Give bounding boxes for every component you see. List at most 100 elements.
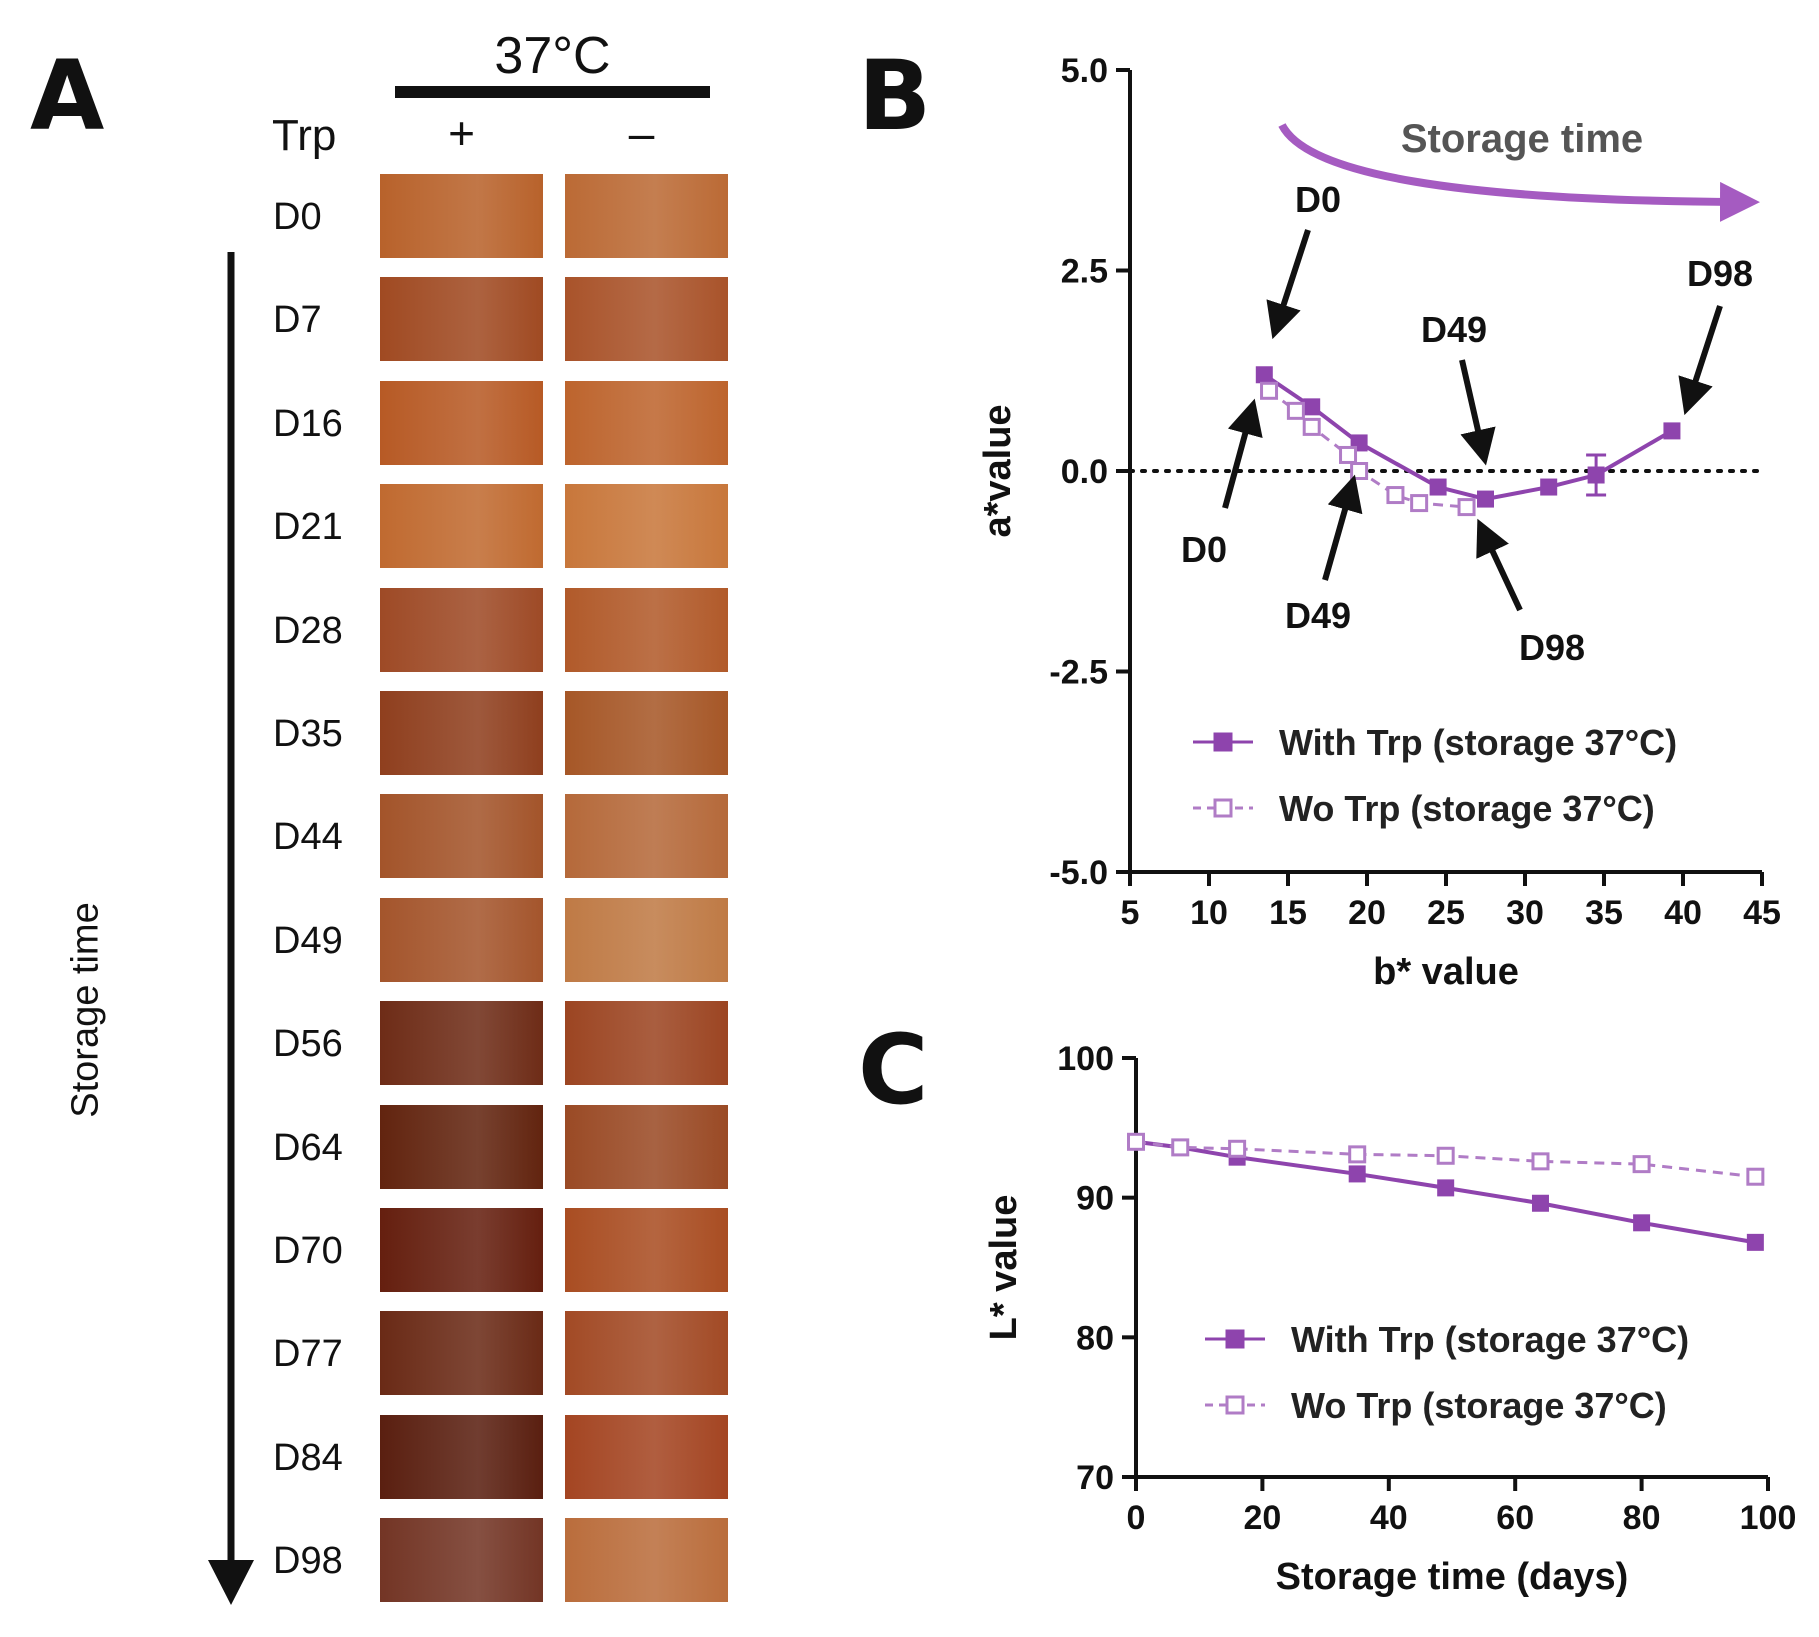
day-label-d28: D28 <box>273 609 343 652</box>
x-tick-label: 20 <box>1243 1499 1281 1537</box>
swatch-with-trp-d21 <box>380 484 543 569</box>
with-trp-sign: + <box>448 107 475 159</box>
legend-label: Wo Trp (storage 37°C) <box>1291 1385 1667 1426</box>
with-trp-point <box>1531 1194 1549 1212</box>
swatch-with-trp-d35 <box>380 691 543 775</box>
wo-trp-point <box>1339 445 1358 464</box>
swatch-without-trp-d0 <box>565 174 728 258</box>
with-d0-annotation: D0 <box>1295 179 1341 220</box>
legend-marker <box>1225 1395 1245 1415</box>
x-tick-label: 10 <box>1190 894 1228 932</box>
swatch-with-trp-d70 <box>380 1208 543 1292</box>
swatch-without-trp-d28 <box>565 587 728 672</box>
swatch-with-trp-d16 <box>380 380 543 465</box>
legend-marker <box>1225 1329 1245 1349</box>
chart-b-axes: 5.0 2.5 0.0 -2.5 -5.0 5 10 15 20 25 30 35 40 45 b* val… <box>977 52 1781 993</box>
x-tick-label: 5 <box>1121 894 1140 932</box>
day-label-d77: D77 <box>273 1333 343 1376</box>
x-tick-label: 80 <box>1623 1499 1661 1537</box>
without-trp-sign: – <box>628 107 655 159</box>
day-label-d7: D7 <box>273 299 322 342</box>
with-d49-pointer <box>1459 359 1496 466</box>
wo-trp-point <box>1171 1138 1190 1157</box>
x-tick-label: 15 <box>1269 894 1307 932</box>
with-d0-pointer <box>1266 229 1311 340</box>
y-tick-label: 90 <box>1076 1180 1114 1218</box>
panel-a: A 37°C Trp + – Storage time D0 D7 D16 D21 D2… <box>0 0 760 1637</box>
y-tick-label: 80 <box>1076 1319 1114 1357</box>
legend-label: Wo Trp (storage 37°C) <box>1279 788 1655 829</box>
storage-time-arrow <box>208 252 254 1605</box>
wo-d0-annotation: D0 <box>1181 529 1227 570</box>
legend-label: With Trp (storage 37°C) <box>1279 722 1677 763</box>
day-label-d70: D70 <box>273 1230 343 1272</box>
wo-trp-point <box>1348 1145 1367 1164</box>
with-d98-pointer <box>1678 305 1723 416</box>
swatch-with-trp-d98 <box>380 1518 543 1603</box>
day-label-d21: D21 <box>273 506 343 549</box>
chart-c-axes: 100 90 80 70 0 20 40 60 80 100 Storage time (days)… <box>983 1040 1796 1598</box>
with-d49-annotation: D49 <box>1421 309 1487 350</box>
swatch-without-trp-d7 <box>565 277 728 362</box>
wo-trp-series-line <box>1135 1140 1756 1179</box>
swatch-without-trp-d84 <box>565 1414 728 1499</box>
day-label-d64: D64 <box>273 1126 343 1169</box>
wo-trp-point <box>1410 494 1429 513</box>
swatch-without-trp-d49 <box>565 897 728 982</box>
with-trp-point <box>1587 466 1605 484</box>
wo-trp-point <box>1632 1155 1651 1174</box>
x-tick-label: 30 <box>1506 894 1544 932</box>
wo-d98-pointer <box>1476 518 1523 612</box>
y-tick-label: 5.0 <box>1061 52 1108 90</box>
chart-b-legend: With Trp (storage 37°C) Wo Trp (storage 3… <box>1193 722 1677 829</box>
day-label-d44: D44 <box>273 816 343 859</box>
x-tick-label: 60 <box>1496 1499 1534 1537</box>
swatch-without-trp-d56 <box>565 1001 728 1086</box>
y-tick-label: -2.5 <box>1049 654 1108 692</box>
wo-d98-annotation: D98 <box>1519 627 1585 668</box>
y-axis-label: L* value <box>983 1195 1025 1341</box>
y-tick-label: 100 <box>1057 1040 1114 1078</box>
temperature-title: 37°C <box>494 27 611 85</box>
day-label-d16: D16 <box>273 402 343 445</box>
with-trp-point <box>1746 1233 1764 1251</box>
swatch-without-trp-d35 <box>565 691 728 775</box>
wo-trp-point <box>1228 1139 1247 1158</box>
y-axis-label: a*value <box>977 404 1019 537</box>
wo-d49-pointer <box>1322 474 1363 581</box>
panel-b-letter: B <box>858 40 932 152</box>
wo-trp-point <box>1260 381 1279 400</box>
swatch-with-trp-d7 <box>380 277 543 362</box>
x-tick-label: 100 <box>1740 1499 1797 1537</box>
with-trp-point <box>1429 478 1447 496</box>
swatch-with-trp-d44 <box>380 794 543 879</box>
x-tick-label: 45 <box>1743 894 1781 932</box>
wo-trp-point <box>1746 1167 1765 1186</box>
swatch-with-trp-d84 <box>380 1414 543 1499</box>
swatch-without-trp-d98 <box>565 1518 728 1603</box>
storage-time-annotation: Storage time <box>1401 117 1643 161</box>
storage-time-curved-arrow <box>1278 123 1760 222</box>
chart-b-series <box>1255 366 1681 517</box>
wo-trp-point <box>1531 1152 1550 1171</box>
with-d98-annotation: D98 <box>1687 253 1753 294</box>
wo-trp-point <box>1302 417 1321 436</box>
wo-d0-pointer <box>1222 398 1263 509</box>
wo-trp-point <box>1386 486 1405 505</box>
day-label-d35: D35 <box>273 713 343 755</box>
chart-c-series <box>1127 1132 1765 1251</box>
swatch-with-trp-d56 <box>380 1001 543 1086</box>
swatch-with-trp-d49 <box>380 897 543 982</box>
with-trp-point <box>1633 1214 1651 1232</box>
y-tick-label: -5.0 <box>1049 854 1108 892</box>
swatch-with-trp-d0 <box>380 174 543 258</box>
with-trp-point <box>1540 478 1558 496</box>
wo-d49-annotation: D49 <box>1285 595 1351 636</box>
x-axis-label: b* value <box>1373 951 1519 993</box>
swatch-without-trp-d70 <box>565 1208 728 1292</box>
chart-c-legend: With Trp (storage 37°C) Wo Trp (storage 3… <box>1205 1319 1689 1426</box>
x-tick-label: 40 <box>1370 1499 1408 1537</box>
